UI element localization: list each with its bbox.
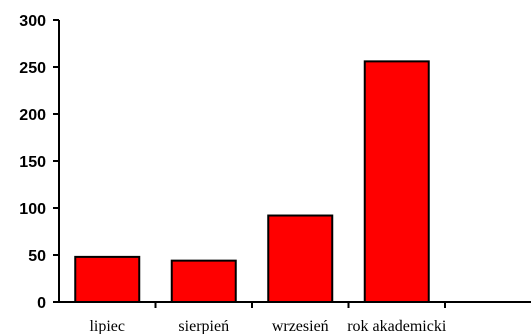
bar-4 <box>363 60 430 303</box>
y-tick-label: 300 <box>19 13 46 30</box>
x-tick-label: rok akademicki <box>347 318 447 334</box>
bar-1 <box>74 255 141 304</box>
plot-area: 0 50 100 150 200 250 300 lipiec sierpień wrzesień… <box>19 13 531 334</box>
y-tick-label: 50 <box>28 248 46 265</box>
bar-2 <box>170 259 237 304</box>
y-tick-label: 100 <box>19 201 46 218</box>
y-tick-label: 200 <box>19 107 46 124</box>
bar-3 <box>267 214 334 304</box>
y-tick-label: 250 <box>19 60 46 77</box>
x-tick-label: lipiec <box>89 318 125 334</box>
x-tick-label: sierpień <box>178 318 229 334</box>
x-tick-label: wrzesień <box>272 318 329 334</box>
y-tick-label: 150 <box>19 154 46 171</box>
y-tick-label: 0 <box>37 295 46 312</box>
